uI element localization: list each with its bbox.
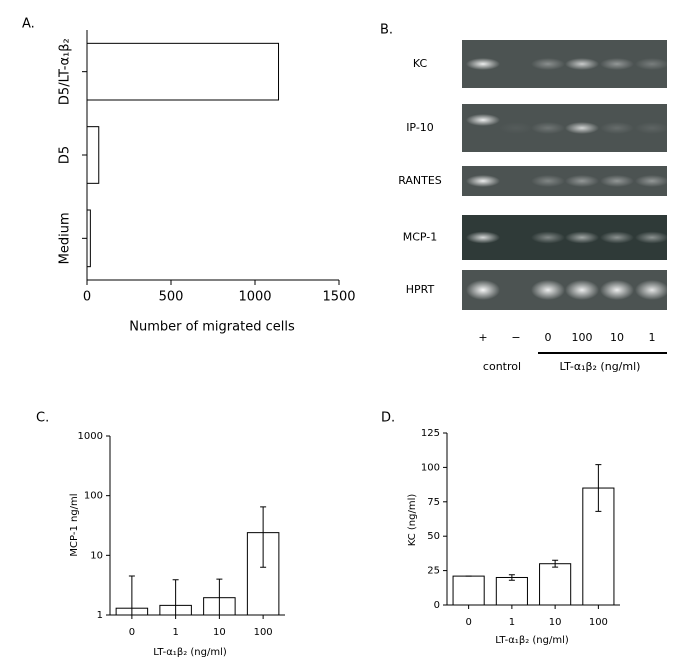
lane-label: 0 [545,331,552,344]
x-axis-label: Number of migrated cells [129,320,295,335]
y-tick-label: 1 [97,610,103,621]
gel-row-label: RANTES [398,174,442,187]
gel-band [635,122,669,134]
error-bar [260,506,267,568]
bar [86,209,91,268]
x-tick-label: 100 [589,617,608,628]
bar [86,126,100,184]
gel-band [531,58,565,70]
lane-label: + [478,331,487,344]
panel-label: D. [381,411,395,426]
gel-band [466,58,500,70]
bar [86,42,280,101]
panel-label: A. [22,17,35,32]
gel-band [565,231,599,244]
error-bar [216,578,223,615]
gel-band [466,114,500,126]
y-tick-label: 0 [434,600,440,611]
gel-band [635,58,669,70]
y-axis-label: MCP-1 ng/ml [69,493,80,556]
y-tick-label: D5/LT-α₁β₂ [58,38,73,105]
lane-label: 100 [572,331,593,344]
x-tick-label: 1 [172,627,178,638]
panel-label: B. [380,23,393,38]
y-tick-label: D5 [58,146,73,164]
y-tick-label: 75 [427,497,440,508]
gel-band [635,280,669,300]
gel-band [600,280,634,300]
gel-band [600,58,634,70]
gel-band [531,280,565,300]
x-tick-label: 10 [213,627,226,638]
lane-label: 10 [610,331,624,344]
lane-label: 1 [649,331,656,344]
gel-row-label: HPRT [406,283,435,296]
y-tick-label: 100 [421,462,440,473]
gel-band [600,175,634,187]
y-tick-label: 25 [427,566,440,577]
gel-band [565,280,599,300]
gel-band [565,175,599,187]
gel-band [531,122,565,134]
control-label: control [483,360,521,373]
x-tick-label: 1000 [238,290,271,305]
treatment-label: LT-α₁β₂ (ng/ml) [560,360,641,373]
gel-band [565,122,599,134]
x-tick-label: 10 [549,617,562,628]
x-tick-label: 100 [254,627,273,638]
x-axis-label: LT-α₁β₂ (ng/ml) [153,647,227,658]
x-tick-label: 500 [159,290,184,305]
gel-row-label: IP-10 [406,121,434,134]
bar [495,576,528,606]
error-bar [595,464,602,512]
gel-band [499,122,533,134]
y-tick-label: Medium [58,212,73,264]
gel-band [565,58,599,70]
error-bar [172,579,179,615]
bar [452,575,485,606]
x-tick-label: 0 [129,627,135,638]
error-bar [508,574,515,581]
gel-band [635,175,669,187]
gel-row-label: KC [413,57,428,70]
gel-band [600,122,634,134]
y-axis-label: KC (ng/ml) [407,494,418,547]
gel-band [466,175,500,187]
x-axis-label: LT-α₁β₂ (ng/ml) [495,635,569,646]
gel-band [531,175,565,187]
y-tick-label: 10 [90,550,103,561]
x-tick-label: 0 [83,290,91,305]
gel-row-label: MCP-1 [403,231,438,244]
gel-band [466,231,500,244]
gel-band [466,280,500,300]
gel-band [531,231,565,244]
x-tick-label: 1 [509,617,515,628]
x-tick-label: 1500 [322,290,355,305]
y-tick-label: 1000 [78,431,103,442]
y-tick-label: 50 [427,531,440,542]
x-tick-label: 0 [465,617,471,628]
error-bar [552,559,559,568]
gel-band [600,231,634,244]
error-bar [128,575,135,615]
lane-label: − [511,331,520,344]
y-tick-label: 100 [84,491,103,502]
y-tick-label: 125 [421,428,440,439]
bar [539,563,572,606]
gel-band [635,231,669,244]
panel-label: C. [36,411,49,426]
